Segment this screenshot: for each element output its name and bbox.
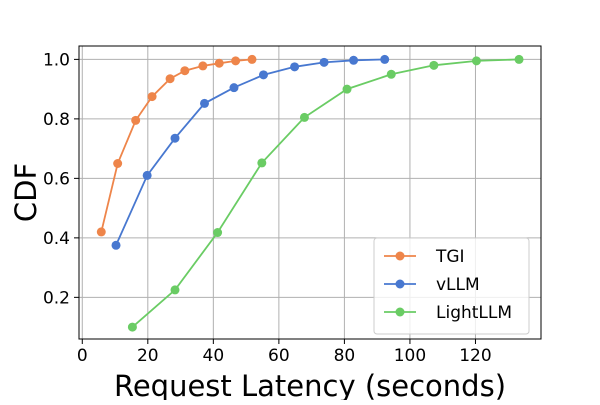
x-tick-label: 120 bbox=[459, 346, 491, 366]
data-point-tgi bbox=[214, 58, 224, 68]
data-point-tgi bbox=[165, 74, 175, 84]
data-point-tgi bbox=[231, 56, 241, 66]
data-point-tgi bbox=[198, 61, 208, 71]
x-tick-label: 20 bbox=[137, 346, 159, 366]
legend-marker-lightllm bbox=[395, 307, 405, 317]
x-tick-label: 80 bbox=[334, 346, 356, 366]
data-point-vllm bbox=[170, 133, 180, 143]
data-point-lightllm bbox=[386, 69, 396, 79]
legend-marker-vllm bbox=[395, 279, 405, 289]
data-point-tgi bbox=[131, 115, 141, 125]
legend-label-lightllm: LightLLM bbox=[436, 303, 512, 323]
y-tick-label: 0.2 bbox=[43, 288, 70, 308]
y-tick-label: 0.6 bbox=[43, 169, 70, 189]
data-point-lightllm bbox=[257, 158, 267, 168]
y-tick-label: 1.0 bbox=[43, 50, 70, 70]
data-point-lightllm bbox=[170, 285, 180, 295]
series-lightllm bbox=[127, 54, 524, 332]
data-point-vllm bbox=[111, 240, 121, 250]
series-layer bbox=[96, 54, 524, 332]
legend-item-tgi: TGI bbox=[384, 247, 465, 267]
data-point-vllm bbox=[380, 54, 390, 64]
data-point-lightllm bbox=[299, 112, 309, 122]
series-line-tgi bbox=[100, 58, 253, 233]
y-axis-label: CDF bbox=[9, 163, 43, 222]
series-vllm bbox=[111, 54, 390, 250]
data-point-vllm bbox=[319, 57, 329, 67]
series-line-lightllm bbox=[131, 58, 520, 328]
data-point-lightllm bbox=[127, 322, 137, 332]
x-tick-label: 0 bbox=[77, 346, 88, 366]
plot-frame bbox=[78, 45, 542, 340]
legend-item-lightllm: LightLLM bbox=[384, 303, 512, 323]
data-point-vllm bbox=[142, 170, 152, 180]
data-point-lightllm bbox=[471, 56, 481, 66]
data-point-vllm bbox=[258, 70, 268, 80]
x-tick-label: 100 bbox=[394, 346, 426, 366]
legend-item-vllm: vLLM bbox=[384, 275, 480, 295]
series-line-vllm bbox=[115, 58, 385, 246]
legend-label-tgi: TGI bbox=[435, 247, 465, 267]
data-point-vllm bbox=[349, 55, 359, 65]
tick-layer: 0 20 40 60 80 100 120 0.2 0.4 0.6 0.8 1.0 bbox=[43, 50, 492, 366]
data-point-tgi bbox=[247, 54, 257, 64]
legend-label-vllm: vLLM bbox=[436, 275, 480, 295]
y-tick-label: 0.8 bbox=[43, 110, 70, 130]
data-point-lightllm bbox=[429, 60, 439, 70]
x-tick-label: 40 bbox=[203, 346, 225, 366]
data-point-vllm bbox=[199, 98, 209, 108]
legend-marker-tgi bbox=[395, 251, 405, 261]
y-tick-label: 0.4 bbox=[43, 229, 70, 249]
legend-box bbox=[373, 237, 530, 335]
legend: TGI vLLM LightLLM bbox=[373, 237, 530, 335]
data-point-tgi bbox=[96, 227, 106, 237]
data-point-lightllm bbox=[514, 54, 524, 64]
data-point-vllm bbox=[290, 62, 300, 72]
data-point-tgi bbox=[180, 66, 190, 76]
data-point-lightllm bbox=[342, 84, 352, 94]
data-point-tgi bbox=[147, 92, 157, 102]
data-point-tgi bbox=[113, 158, 123, 168]
x-tick-label: 60 bbox=[268, 346, 290, 366]
series-tgi bbox=[96, 54, 257, 237]
x-axis-label: Request Latency (seconds) bbox=[114, 369, 506, 400]
data-point-lightllm bbox=[213, 228, 223, 238]
data-point-vllm bbox=[229, 83, 239, 93]
